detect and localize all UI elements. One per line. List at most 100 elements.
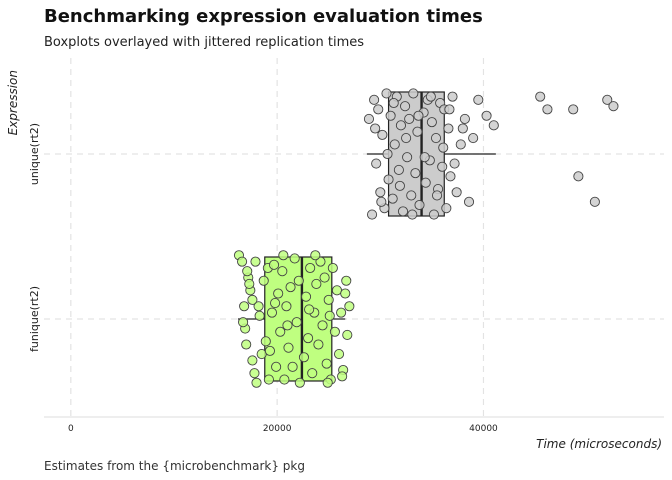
series-1-point-51 xyxy=(388,97,399,109)
series-1-point-1 xyxy=(367,209,378,220)
series-0-point-42 xyxy=(319,272,330,283)
series-1-point-56 xyxy=(419,152,430,163)
series-1-point-61 xyxy=(449,158,460,169)
series-1-point-22 xyxy=(410,168,421,179)
series-0-point-60 xyxy=(322,377,333,388)
series-1-point-19 xyxy=(404,113,415,124)
series-1-point-37 xyxy=(443,123,454,134)
series-1-point-6 xyxy=(377,129,388,140)
series-0-point-63 xyxy=(254,310,265,321)
series-1-point-3 xyxy=(371,158,382,169)
series-1-point-16 xyxy=(397,206,409,217)
series-1-point-39 xyxy=(447,91,458,102)
series-1-point-40 xyxy=(451,187,462,198)
series-0-point-6 xyxy=(247,355,258,366)
series-0-point-18 xyxy=(266,307,278,318)
series-1-point-46 xyxy=(481,110,492,121)
series-0-point-43 xyxy=(321,358,332,369)
series-0-point-65 xyxy=(304,304,315,315)
series-1-point-4 xyxy=(373,104,384,115)
series-0-point-58 xyxy=(294,377,305,388)
series-1-point-17 xyxy=(400,101,411,112)
series-1-point-55 xyxy=(413,110,424,121)
series-1-point-66 xyxy=(573,171,584,182)
series-0-point-57 xyxy=(278,250,289,261)
series-0-point-10 xyxy=(250,256,261,267)
series-0-point-66 xyxy=(324,310,335,321)
series-1-point-23 xyxy=(412,126,423,137)
series-1-point-11 xyxy=(387,193,398,204)
chart-caption: Estimates from the {microbenchmark} pkg xyxy=(44,459,305,473)
series-1-point-41 xyxy=(455,139,466,150)
series-0-point-47 xyxy=(329,326,340,337)
series-0-point-50 xyxy=(336,307,347,318)
series-0-point-31 xyxy=(293,275,304,286)
series-0-point-27 xyxy=(285,282,296,293)
series-1-point-10 xyxy=(385,110,396,121)
series-0-point-21 xyxy=(273,288,284,299)
series-1-point-44 xyxy=(468,133,479,144)
series-0-point-15 xyxy=(260,336,271,347)
series-0-point-69 xyxy=(270,298,281,309)
series-0-point-11 xyxy=(253,301,264,312)
series-1-point-53 xyxy=(401,133,412,144)
series-1-point-62 xyxy=(457,123,468,134)
x-tick-label-0: 0 xyxy=(68,424,74,434)
series-1-point-5 xyxy=(375,187,386,198)
jittered-points xyxy=(233,88,619,388)
series-1-point-12 xyxy=(389,139,400,150)
series-0-point-38 xyxy=(311,278,322,289)
series-1-point-48 xyxy=(370,123,381,134)
chart-title: Benchmarking expression evaluation times xyxy=(44,6,483,27)
series-1-point-21 xyxy=(408,88,419,99)
series-1-point-24 xyxy=(414,199,425,211)
series-1-point-0 xyxy=(363,113,375,124)
series-0-point-54 xyxy=(344,301,355,312)
series-1-point-2 xyxy=(369,94,380,105)
series-1-point-50 xyxy=(382,148,393,160)
series-0-point-34 xyxy=(303,333,314,344)
series-1-point-67 xyxy=(589,196,600,207)
series-0-point-19 xyxy=(268,259,280,270)
series-0-point-62 xyxy=(238,317,249,328)
series-0-point-52 xyxy=(340,288,351,299)
series-1-point-18 xyxy=(402,152,413,163)
series-0-point-22 xyxy=(275,326,286,337)
y-tick-labels: funique(rt2) unique(rt2) xyxy=(28,123,41,352)
series-1-point-59 xyxy=(438,142,449,153)
series-1-point-45 xyxy=(473,94,484,105)
series-1-point-52 xyxy=(394,180,405,191)
series-0-point-24 xyxy=(279,374,290,385)
series-0-point-23 xyxy=(277,266,288,277)
series-0-point-56 xyxy=(263,374,274,385)
series-1-point-15 xyxy=(395,120,406,131)
series-0-point-2 xyxy=(241,339,252,350)
series-1-point-42 xyxy=(459,113,470,124)
series-0-point-35 xyxy=(305,262,316,274)
series-0-point-4 xyxy=(239,301,250,312)
series-0-point-13 xyxy=(247,294,258,305)
series-0-point-44 xyxy=(323,294,334,305)
series-0-point-9 xyxy=(244,278,255,289)
series-1-point-29 xyxy=(426,117,437,128)
series-1-point-38 xyxy=(445,171,456,182)
series-0-point-7 xyxy=(249,368,260,379)
series-1-point-65 xyxy=(568,104,579,115)
series-1-point-58 xyxy=(431,190,443,201)
series-1-point-49 xyxy=(376,196,387,207)
x-tick-label-2: 40000 xyxy=(469,424,498,434)
series-0-point-20 xyxy=(271,361,282,372)
series-1-point-47 xyxy=(488,120,499,131)
y-tick-label-0: funique(rt2) xyxy=(28,286,41,352)
series-0-point-26 xyxy=(283,342,294,353)
series-0-point-67 xyxy=(341,275,352,286)
series-0-point-25 xyxy=(281,301,292,312)
x-tick-labels: 0 20000 40000 xyxy=(68,424,498,434)
series-0-point-39 xyxy=(313,339,324,350)
series-1-point-57 xyxy=(425,91,436,102)
series-0-point-49 xyxy=(333,349,345,360)
series-1-point-69 xyxy=(608,101,619,112)
series-1-point-31 xyxy=(430,133,442,144)
series-1-point-63 xyxy=(535,91,546,102)
series-1-point-26 xyxy=(420,177,431,188)
